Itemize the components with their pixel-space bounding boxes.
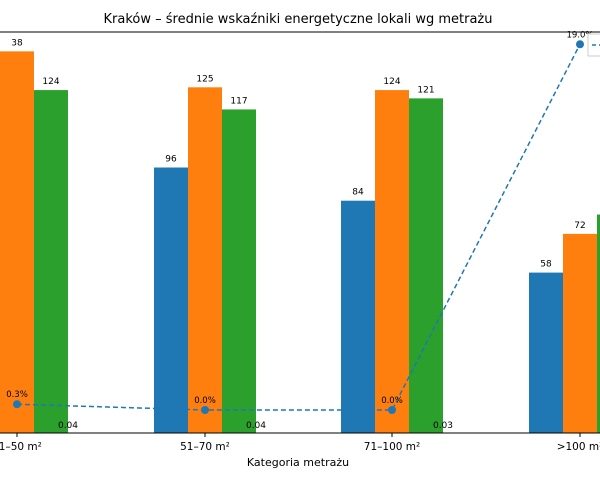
bar-s0-c3 (529, 272, 563, 433)
bar-label-s1-c2: 124 (383, 77, 400, 87)
bar-values-layer: 968458381251247212411712179 (11, 38, 585, 270)
bars-layer (0, 51, 600, 434)
legend (587, 33, 600, 57)
bar-s2-c0 (34, 90, 68, 433)
bar-s2-c3 (597, 214, 600, 433)
bar-s1-c3 (563, 233, 597, 433)
share-label-1: 0.0% (194, 396, 216, 406)
bar-s1-c1 (188, 87, 222, 433)
share-point-3 (576, 40, 584, 49)
share-point-0 (13, 400, 21, 409)
bar-s0-c2 (341, 200, 375, 433)
bar-s2-c2 (409, 98, 443, 434)
x-tick-label-3: >100 m² (557, 441, 600, 453)
aux-labels-layer: 0.04 0.04 0.03 (58, 421, 453, 431)
bar-label-s0-c1: 96 (165, 155, 177, 165)
bar-label-s0-c3: 58 (540, 260, 552, 270)
bar-label-s2-c0: 124 (42, 77, 59, 87)
bar-label-s1-c3: 72 (574, 221, 585, 231)
aux-label-0: 0.04 (58, 421, 78, 431)
share-point-2 (388, 406, 396, 414)
x-tick-label-1: 51–70 m² (180, 441, 230, 453)
chart-title: Kraków – średnie wskaźniki energetyczne … (103, 12, 492, 27)
x-tick-label-0: 31–50 m² (0, 441, 42, 453)
bar-label-s2-c1: 117 (230, 96, 247, 106)
share-label-3: 19.0% (566, 30, 593, 40)
aux-label-1: 0.04 (246, 421, 266, 431)
line-layer: 0.3% 0.0% 0.0% 19.0% (6, 30, 594, 414)
bar-s2-c1 (222, 109, 256, 434)
bar-label-s0-c2: 84 (352, 188, 364, 198)
bar-label-s1-c1: 125 (196, 74, 213, 84)
bar-label-s2-c2: 121 (417, 85, 434, 95)
x-axis-label: Kategoria metrażu (247, 456, 349, 469)
share-label-2: 0.0% (381, 396, 403, 406)
share-line (16, 43, 581, 411)
x-tick-label-2: 71–100 m² (364, 441, 420, 453)
bar-label-s1-c0: 38 (11, 38, 23, 48)
x-ticks-layer: 31–50 m² 51–70 m² 71–100 m² >100 m² (0, 433, 600, 453)
axes-layer (0, 31, 600, 434)
bar-s1-c0 (0, 51, 34, 434)
bar-s0-c1 (154, 167, 188, 433)
share-label-0: 0.3% (6, 390, 28, 400)
share-point-1 (201, 406, 209, 414)
bar-s1-c2 (375, 90, 409, 433)
aux-label-2: 0.03 (433, 421, 453, 431)
